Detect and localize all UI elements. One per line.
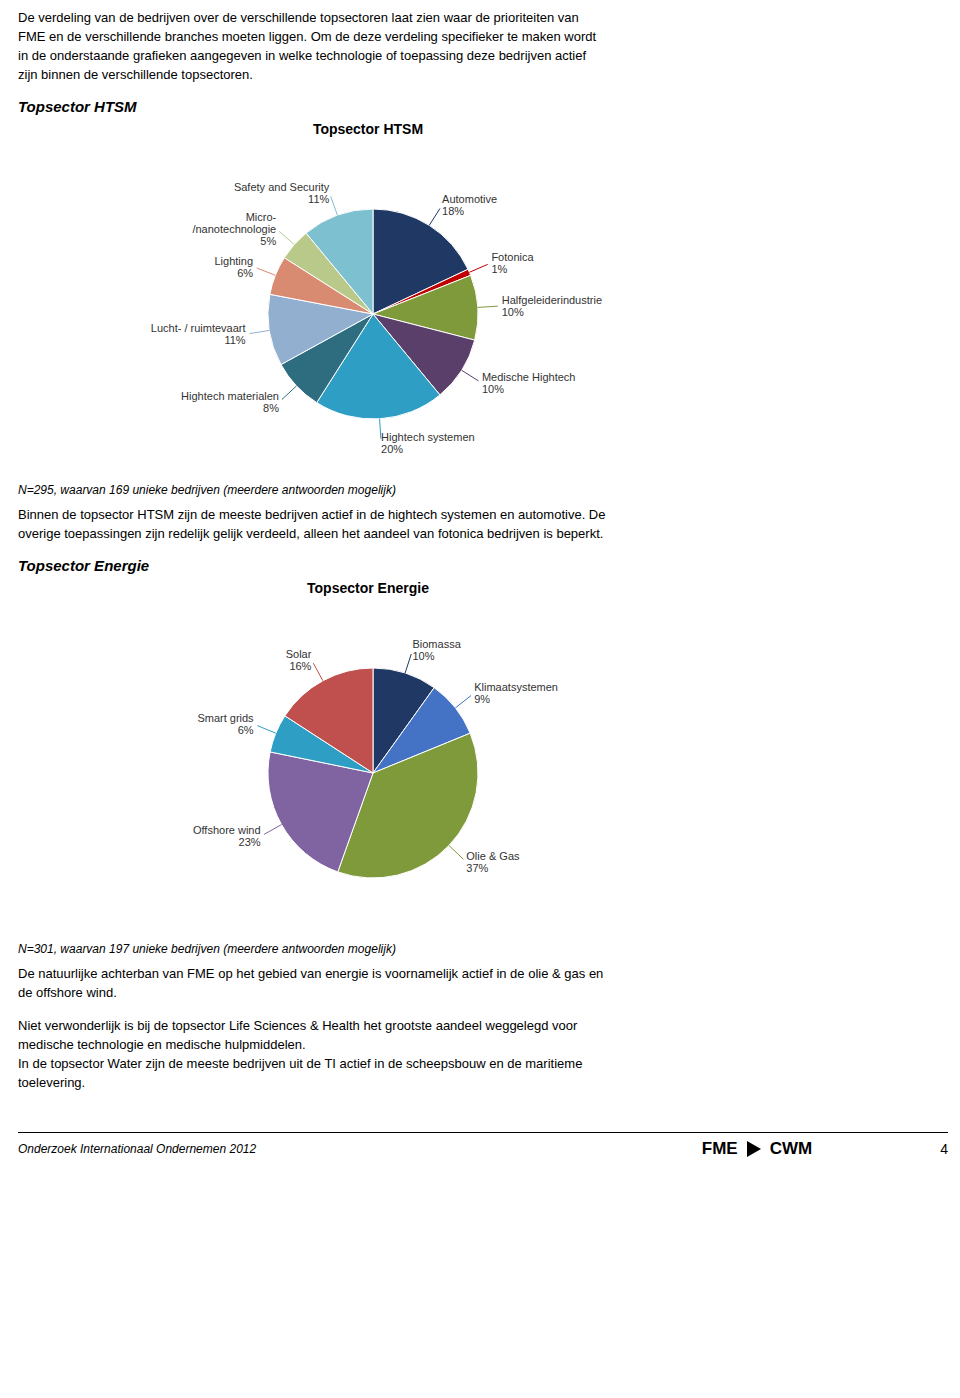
html-text:toelevering.: toelevering.	[18, 1075, 86, 1090]
svg-text:Olie & Gas37%: Olie & Gas37%	[466, 850, 520, 874]
svg-text:Hightech systemen20%: Hightech systemen20%	[381, 431, 475, 455]
svg-text:Smart grids6%: Smart grids6%	[197, 712, 254, 736]
svg-text:Lighting6%: Lighting6%	[215, 255, 254, 279]
svg-text:Hightech materialen8%: Hightech materialen8%	[181, 390, 279, 414]
html-text:FME: FME	[701, 1139, 738, 1158]
html-text:N=295, waarvan 169 unieke bedr: N=295, waarvan 169 unieke bedrijven (mee…	[18, 483, 396, 497]
html-text:In de topsector Water zijn de: In de topsector Water zijn de meeste bed…	[18, 1056, 583, 1071]
svg-text:Halfgeleiderindustrie10%: Halfgeleiderindustrie10%	[502, 294, 602, 318]
html-text:Niet verwonderlijk is bij de t: Niet verwonderlijk is bij de topsector L…	[18, 1018, 578, 1033]
html-text:zijn binnen de verschillende t: zijn binnen de verschillende topsectoren…	[18, 67, 253, 82]
html-text:Onderzoek Internationaal Onder: Onderzoek Internationaal Ondernemen 2012	[18, 1142, 257, 1156]
html-text:N=301, waarvan 197 unieke bedr: N=301, waarvan 197 unieke bedrijven (mee…	[18, 942, 396, 956]
html-text:Binnen de topsector HTSM zijn: Binnen de topsector HTSM zijn de meeste …	[18, 507, 606, 522]
html-text:medische technologie en medisc: medische technologie en medische hulpmid…	[18, 1037, 306, 1052]
svg-text:Micro-/nanotechnologie5%: Micro-/nanotechnologie5%	[192, 211, 276, 247]
html-text:overige toepassingen zijn rede: overige toepassingen zijn redelijk gelij…	[18, 526, 604, 541]
svg-text:Safety and Security11%: Safety and Security11%	[234, 181, 330, 205]
svg-text:Medische Hightech10%: Medische Hightech10%	[482, 371, 576, 395]
svg-text:Lucht- / ruimtevaart11%: Lucht- / ruimtevaart11%	[151, 322, 246, 346]
svg-text:Biomassa10%: Biomassa10%	[412, 638, 461, 662]
html-text:Topsector Energie: Topsector Energie	[18, 557, 150, 574]
html-text:Topsector HTSM: Topsector HTSM	[18, 98, 137, 115]
svg-text:Offshore wind23%: Offshore wind23%	[193, 824, 261, 848]
html-text:CWM: CWM	[769, 1139, 813, 1158]
svg-text:Automotive18%: Automotive18%	[442, 193, 497, 217]
html-text:Topsector Energie: Topsector Energie	[307, 580, 429, 596]
html-text:in de onderstaande grafieken a: in de onderstaande grafieken aangegeven …	[18, 48, 587, 63]
svg-text:Fotonica1%: Fotonica1%	[491, 251, 534, 275]
html-text:FME en de verschillende branch: FME en de verschillende branches moeten …	[18, 29, 597, 44]
html-text:De verdeling van de bedrijven: De verdeling van de bedrijven over de ve…	[18, 10, 579, 25]
html-text:Topsector HTSM: Topsector HTSM	[312, 121, 424, 137]
svg-text:Solar16%: Solar16%	[286, 648, 312, 672]
svg-text:Klimaatsystemen9%: Klimaatsystemen9%	[474, 681, 558, 705]
html-text:De natuurlijke achterban van F: De natuurlijke achterban van FME op het …	[18, 966, 604, 981]
html-text:4: 4	[940, 1141, 948, 1157]
html-text:de offshore wind.: de offshore wind.	[18, 985, 117, 1000]
